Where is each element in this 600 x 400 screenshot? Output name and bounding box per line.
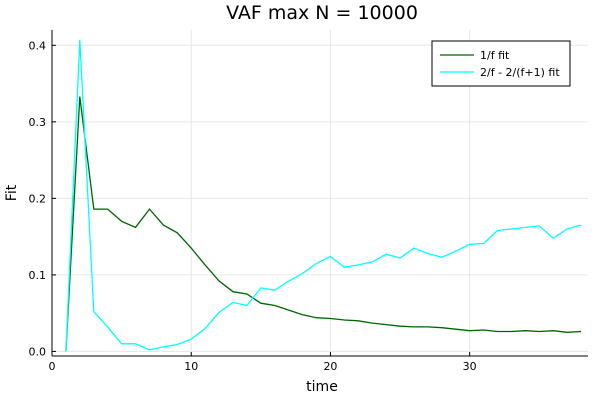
axis-layer [51, 30, 588, 357]
y-tick-label: 0.0 [29, 345, 47, 358]
y-tick-label: 0.3 [29, 116, 47, 129]
x-tick-label: 0 [49, 360, 56, 373]
x-tick-label: 20 [323, 360, 337, 373]
y-tick-label: 0.4 [29, 39, 47, 52]
legend-box [431, 40, 571, 87]
legend: 1/f fit 2/f - 2/(f+1) fit [431, 40, 571, 87]
series-layer [65, 39, 582, 352]
legend-label: 1/f fit [480, 49, 510, 62]
legend-label: 2/f - 2/(f+1) fit [480, 66, 560, 79]
chart-title: VAF max N = 10000 [226, 2, 418, 24]
tick-label-layer: 0 10 20 30 0.0 0.1 0.2 0.3 0.4 [29, 39, 477, 373]
x-tick-label: 10 [184, 360, 198, 373]
x-axis-title: time [306, 379, 338, 395]
series-line-two-over-f-fit [65, 39, 582, 352]
y-tick-label: 0.1 [29, 269, 47, 282]
y-axis-title: Fit [4, 184, 20, 201]
y-tick-label: 0.2 [29, 192, 47, 205]
series-line-one-over-f-fit [65, 96, 582, 352]
x-tick-label: 30 [463, 360, 477, 373]
